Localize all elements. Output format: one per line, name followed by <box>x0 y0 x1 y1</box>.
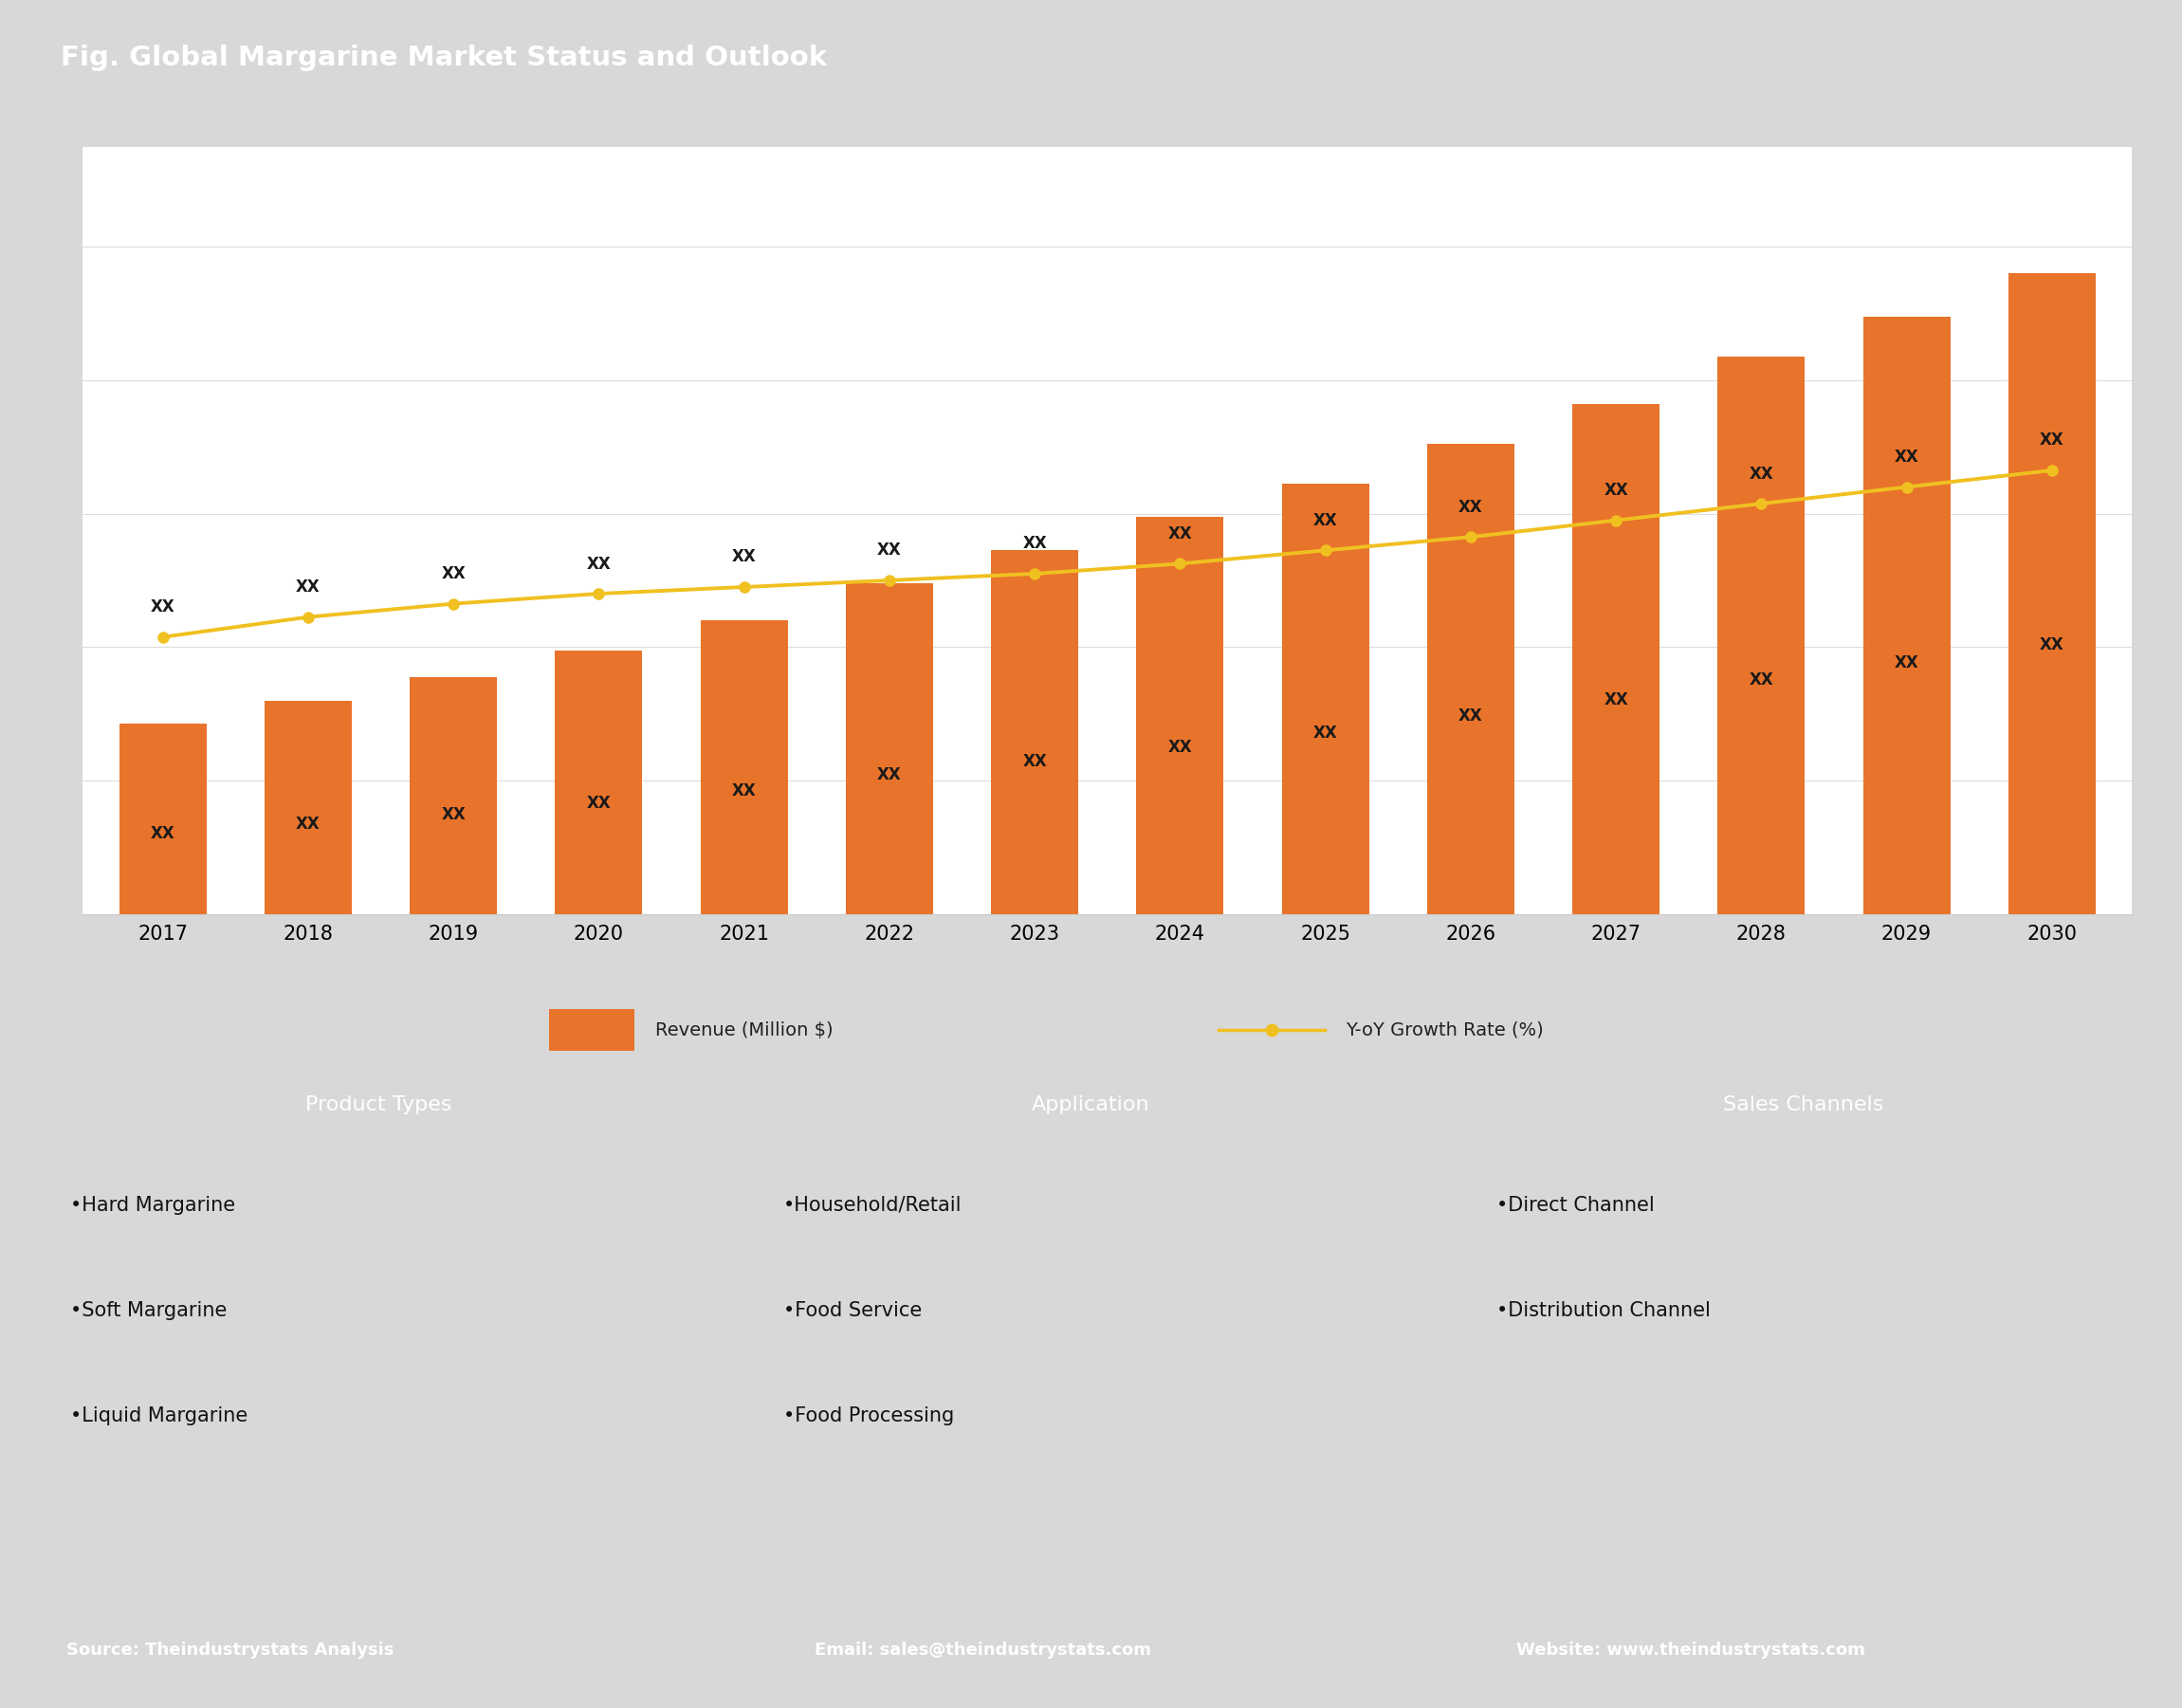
Text: XX: XX <box>877 767 901 784</box>
Text: XX: XX <box>1167 738 1191 755</box>
Bar <box>1573 403 1661 914</box>
Text: XX: XX <box>1023 753 1047 770</box>
Text: •Direct Channel: •Direct Channel <box>1497 1196 1654 1214</box>
Bar <box>991 550 1078 914</box>
Text: Application: Application <box>1032 1095 1150 1115</box>
Text: •Hard Margarine: •Hard Margarine <box>70 1196 236 1214</box>
Bar <box>1863 318 1951 914</box>
Bar <box>120 724 207 914</box>
Text: XX: XX <box>1458 707 1484 724</box>
Text: Revenue (Million $): Revenue (Million $) <box>655 1021 834 1038</box>
Text: XX: XX <box>297 816 321 834</box>
Text: Email: sales@theindustrystats.com: Email: sales@theindustrystats.com <box>814 1641 1152 1658</box>
Text: XX: XX <box>1167 526 1191 543</box>
Text: XX: XX <box>1314 512 1338 529</box>
Bar <box>1427 444 1514 914</box>
Bar <box>847 584 934 914</box>
Bar <box>550 1009 635 1050</box>
Text: XX: XX <box>587 794 611 811</box>
Text: XX: XX <box>1314 724 1338 741</box>
Text: XX: XX <box>587 555 611 572</box>
Bar <box>1717 357 1805 914</box>
Text: Sales Channels: Sales Channels <box>1724 1095 1883 1115</box>
Text: Source: Theindustrystats Analysis: Source: Theindustrystats Analysis <box>68 1641 395 1658</box>
Text: XX: XX <box>151 825 175 842</box>
Text: XX: XX <box>297 579 321 596</box>
Bar <box>1281 483 1368 914</box>
Bar <box>2007 273 2095 914</box>
Text: XX: XX <box>1604 692 1628 709</box>
Text: •Food Processing: •Food Processing <box>783 1406 954 1426</box>
Text: XX: XX <box>441 806 465 823</box>
Text: •Household/Retail: •Household/Retail <box>783 1196 962 1214</box>
Text: XX: XX <box>2040 432 2064 449</box>
Text: •Distribution Channel: •Distribution Channel <box>1497 1301 1711 1320</box>
Text: Product Types: Product Types <box>305 1095 452 1115</box>
Text: Fig. Global Margarine Market Status and Outlook: Fig. Global Margarine Market Status and … <box>61 44 827 72</box>
Text: XX: XX <box>1894 449 1918 466</box>
Text: •Food Service: •Food Service <box>783 1301 921 1320</box>
Text: XX: XX <box>1750 465 1774 482</box>
Text: XX: XX <box>1604 482 1628 499</box>
Text: XX: XX <box>1894 654 1918 671</box>
Text: XX: XX <box>731 782 757 799</box>
Text: •Soft Margarine: •Soft Margarine <box>70 1301 227 1320</box>
Bar <box>700 620 788 914</box>
Text: XX: XX <box>2040 637 2064 654</box>
Text: Website: www.theindustrystats.com: Website: www.theindustrystats.com <box>1516 1641 1866 1658</box>
Bar <box>1137 518 1224 914</box>
Text: •Liquid Margarine: •Liquid Margarine <box>70 1406 249 1426</box>
Text: XX: XX <box>1750 671 1774 688</box>
Bar <box>410 676 497 914</box>
Text: XX: XX <box>1023 535 1047 552</box>
Text: XX: XX <box>731 548 757 565</box>
Text: XX: XX <box>151 598 175 615</box>
Text: XX: XX <box>1458 499 1484 516</box>
Text: XX: XX <box>441 565 465 582</box>
Bar <box>554 651 642 914</box>
Text: Y-oY Growth Rate (%): Y-oY Growth Rate (%) <box>1346 1021 1545 1038</box>
Text: XX: XX <box>877 541 901 559</box>
Bar <box>264 700 351 914</box>
